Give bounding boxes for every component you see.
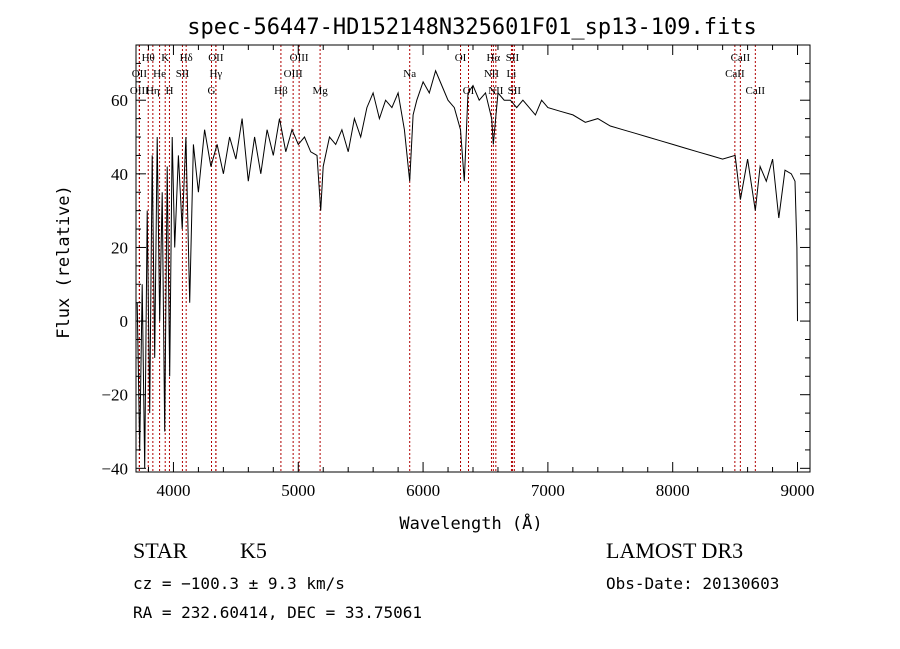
spectral-line-label: Mg — [312, 85, 328, 97]
spectral-line-label: CaII — [731, 52, 751, 64]
plot-frame — [135, 44, 811, 473]
spectral-line-label: OI — [455, 52, 467, 64]
spectrum-series-line — [136, 69, 798, 469]
y-tick-label: −20 — [101, 386, 128, 405]
x-tick-label: 5000 — [281, 481, 315, 500]
object-subclass: K5 — [240, 538, 267, 563]
x-axis-label: Wavelength (Å) — [399, 512, 542, 534]
spectral-line-label: Li — [507, 68, 517, 80]
spectral-line-label: SII — [508, 85, 522, 97]
spectral-line-label: Hβ — [274, 85, 288, 97]
spectral-line-label: Hη — [146, 85, 160, 97]
spectral-line-label: OI — [463, 85, 475, 97]
observation-date: Obs-Date: 20130603 — [606, 574, 780, 593]
y-axis-label: Flux (relative) — [54, 185, 74, 339]
x-tick-label: 9000 — [781, 481, 815, 500]
y-tick-label: 0 — [120, 312, 129, 331]
spectral-line-label: Hγ — [209, 68, 222, 80]
spectral-lines-layer — [138, 45, 756, 472]
x-tick-label: 4000 — [156, 481, 190, 500]
spectral-line-label: H — [165, 85, 173, 97]
spectral-line-label: NII — [484, 68, 500, 80]
spectral-line-label: G — [208, 85, 216, 97]
spectral-line-label: CaII — [746, 85, 766, 97]
spectral-line-label: Hα — [486, 52, 500, 64]
spectral-line-label: K — [161, 52, 169, 64]
y-tick-label: 60 — [111, 91, 128, 110]
spectral-line-label: Hθ — [142, 52, 155, 64]
spectral-line-label: Na — [403, 68, 416, 80]
spectral-line-label: OIII — [284, 68, 303, 80]
spectral-line-label: OII — [208, 52, 224, 64]
y-tick-label: 40 — [111, 165, 128, 184]
y-tick-label: −40 — [101, 459, 128, 478]
coordinates: RA = 232.60414, DEC = 33.75061 — [133, 603, 422, 622]
redshift-velocity: cz = −100.3 ± 9.3 km/s — [133, 574, 345, 593]
spectral-line-label: He — [153, 68, 166, 80]
spectral-line-label: SII — [506, 52, 520, 64]
y-tick-label: 20 — [111, 238, 128, 257]
survey-name: LAMOST DR3 — [606, 538, 744, 563]
spectral-line-label: SII — [176, 68, 190, 80]
spectral-line-label: OIII — [130, 85, 149, 97]
x-tick-label: 6000 — [406, 481, 440, 500]
spectral-line-label: OIII — [290, 52, 309, 64]
spectral-line-label: NII — [488, 85, 504, 97]
object-class: STAR — [133, 538, 188, 563]
spectral-line-label: OII — [132, 68, 148, 80]
spectral-line-label: CaII — [725, 68, 745, 80]
chart-title: spec-56447-HD152148N325601F01_sp13-109.f… — [187, 15, 757, 40]
spectral-line-label: Hδ — [180, 52, 193, 64]
axis-ticks: 4000 5000 6000 7000 8000 9000 −40 −20 0 20 40 60 — [101, 45, 815, 500]
x-tick-label: 8000 — [656, 481, 690, 500]
x-tick-label: 7000 — [531, 481, 565, 500]
